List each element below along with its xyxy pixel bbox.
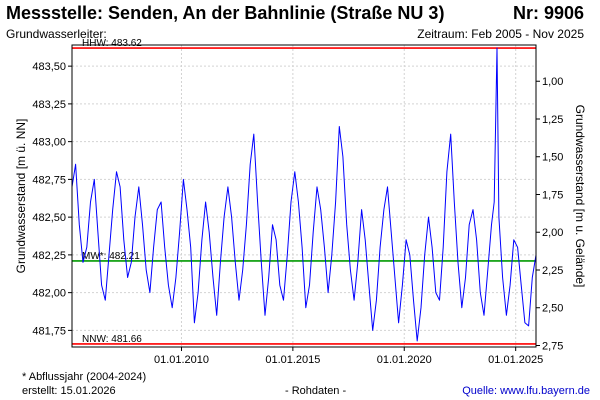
y2-tick-label: 2,75 [542,340,563,352]
y2-axis-label: Grundwasserstand [m u. Gelände] [573,105,587,288]
x-tick-label: 01.01.2010 [154,354,209,366]
y2-tick-label: 1,50 [542,152,563,164]
x-tick-label: 01.01.2025 [488,354,543,366]
period-label: Zeitraum: Feb 2005 - Nov 2025 [417,27,584,41]
aquifer-label: Grundwasserleiter: [6,27,107,41]
source-link[interactable]: Quelle: www.lfu.bayern.de [462,385,590,397]
axis-layer: 481,75 482,00 482,25 482,50 482,75 483,00 483,… [32,61,563,366]
y-axis-label: Grundwasserstand [m ü. NN] [14,119,28,274]
y-tick-label: 482,75 [32,174,66,186]
series-line [71,47,537,342]
hline-label: NNW: 481.66 [82,334,142,345]
y2-tick-label: 1,75 [542,189,563,201]
grid-layer [72,45,536,347]
y-tick-label: 482,50 [32,212,66,224]
threshold-lines: HHW: 483.62 MW*: 482.21 NNW: 481.66 [72,38,536,345]
chart-title: Messstelle: Senden, An der Bahnlinie (St… [6,3,445,23]
series-layer [71,47,537,342]
y2-tick-label: 1,25 [542,114,563,126]
y-tick-label: 483,25 [32,99,66,111]
raw-data-label: - Rohdaten - [285,385,347,397]
created-date: erstellt: 15.01.2026 [22,385,116,397]
y-tick-label: 483,00 [32,137,66,149]
footnote: * Abflussjahr (2004-2024) [22,371,147,383]
y-tick-label: 482,00 [32,288,66,300]
x-tick-label: 01.01.2015 [265,354,320,366]
y-tick-label: 483,50 [32,61,66,73]
y2-tick-label: 1,00 [542,76,563,88]
station-number: Nr: 9906 [512,3,584,23]
hline-label: HHW: 483.62 [82,38,142,49]
y2-tick-label: 2,50 [542,303,563,315]
y-tick-label: 481,75 [32,325,66,337]
hline-label: MW*: 482.21 [82,251,140,262]
y2-tick-label: 2,25 [542,265,563,277]
y2-tick-label: 2,00 [542,227,563,239]
plot-frame [71,44,537,348]
x-tick-label: 01.01.2020 [377,354,432,366]
y-tick-label: 482,25 [32,250,66,262]
